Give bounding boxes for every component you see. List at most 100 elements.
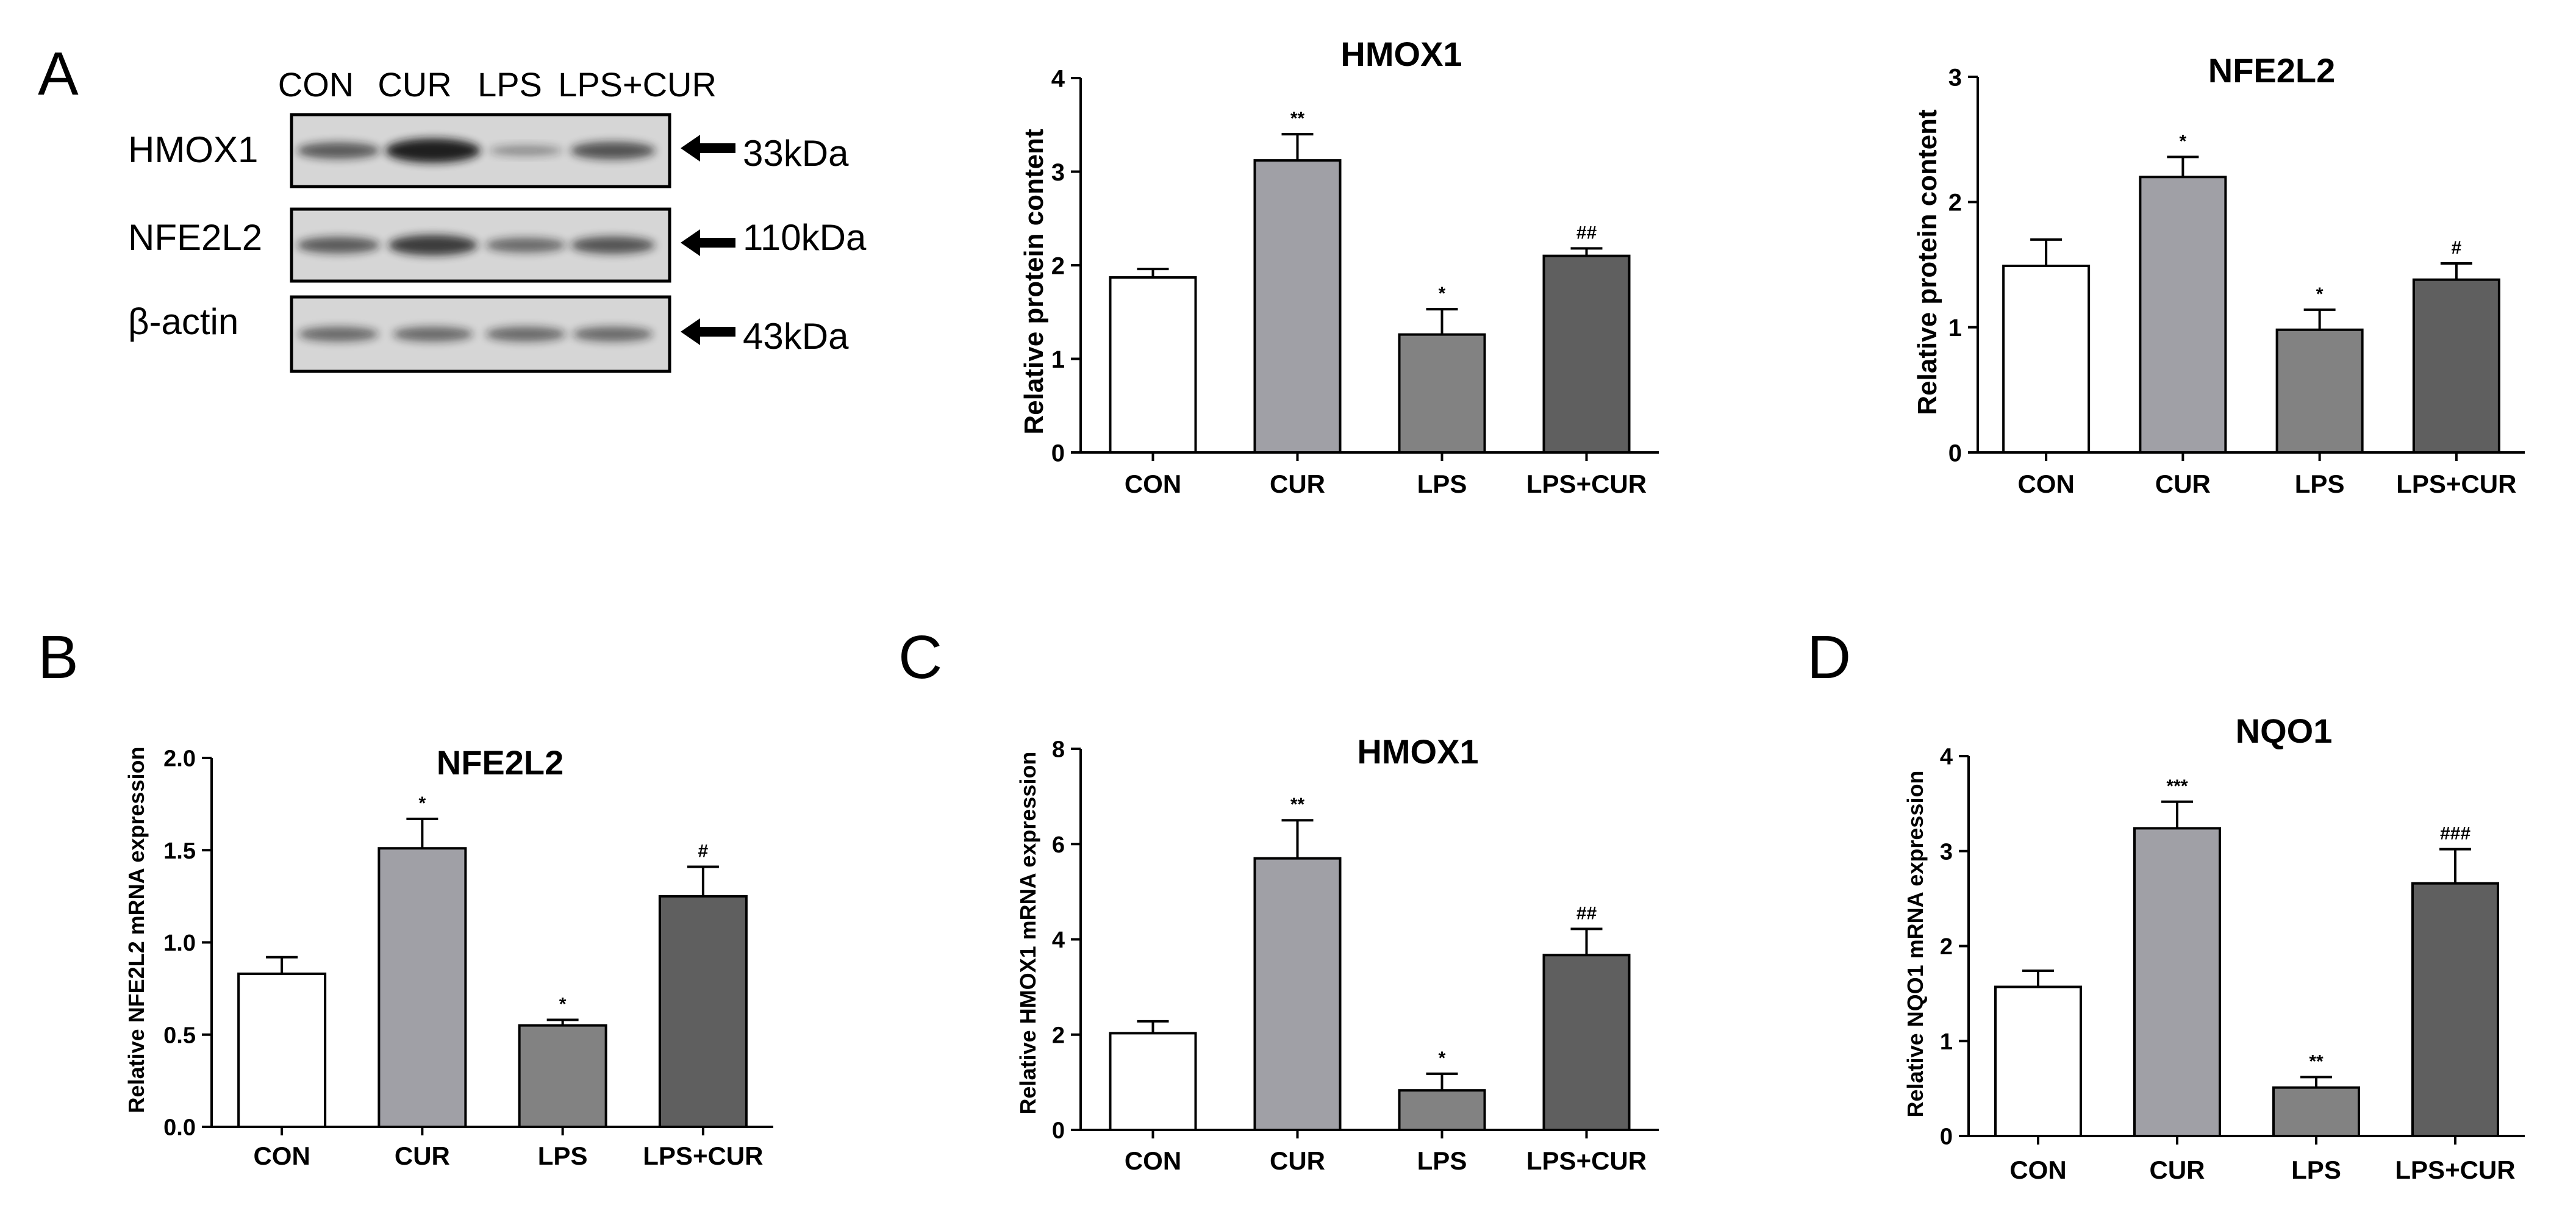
panel-label-b: B [38, 623, 79, 691]
y-tick-label: 4 [1052, 927, 1065, 953]
significance-label: * [1439, 1048, 1446, 1068]
category-label: LPS [2295, 470, 2345, 498]
significance-label: ## [1576, 223, 1597, 243]
y-axis-label: Relative NFE2L2 mRNA expression [124, 747, 149, 1113]
blot-band [570, 141, 656, 160]
lane-label-cur: CUR [377, 65, 451, 104]
blot-band [570, 236, 656, 254]
y-tick-label: 4 [1940, 745, 1953, 770]
category-label: LPS+CUR [2396, 470, 2516, 498]
y-tick-label: 0.5 [163, 1023, 196, 1048]
blot-size-43kda: 43kDa [743, 316, 849, 357]
bar-cur [377, 847, 467, 1128]
blot-size-110kda: 110kDa [743, 217, 867, 258]
bar-lps-cur [2411, 882, 2499, 1137]
blot-band [393, 326, 473, 342]
panel-label-d: D [1807, 623, 1851, 691]
chart-d-nqo1: NQO1 Relative NQO1 mRNA expression 0 1 2 3 4… [1903, 712, 2525, 1184]
y-tick-label: 2.0 [163, 746, 196, 772]
blot-band [485, 237, 566, 253]
chart-title: HMOX1 [1357, 732, 1478, 771]
significance-label: # [2452, 238, 2462, 258]
chart-c-hmox1: HMOX1 Relative HMOX1 mRNA expression 0 2 4… [1015, 732, 1659, 1175]
significance-label: * [1439, 284, 1446, 304]
chart-title: HMOX1 [1340, 35, 1462, 73]
blot-protein-beta-actin: β-actin [128, 301, 238, 342]
category-label: CUR [1270, 470, 1325, 498]
y-tick-label: 2 [1948, 190, 1962, 216]
category-label: LPS+CUR [2395, 1156, 2515, 1184]
y-tick-label: 1 [1051, 346, 1065, 373]
y-tick-label: 8 [1052, 737, 1065, 763]
category-label: CUR [2150, 1156, 2205, 1184]
panel-label-c: C [898, 623, 942, 691]
y-tick-label: 0 [1948, 440, 1962, 466]
y-tick-label: 2 [1051, 252, 1065, 279]
bar-lps [1398, 1089, 1486, 1131]
y-tick-label: 3 [1051, 159, 1065, 186]
category-label: LPS [538, 1141, 588, 1170]
bar-con [1994, 985, 2082, 1138]
y-axis-label: Relative protein content [1019, 129, 1049, 435]
y-tick-label: 0 [1051, 440, 1065, 466]
arrow-icon [681, 229, 735, 256]
y-tick-label: 1.5 [163, 838, 196, 864]
category-label: CUR [1270, 1146, 1325, 1175]
significance-label: * [2316, 284, 2324, 304]
blot-band [485, 326, 566, 342]
y-tick-label: 1 [1940, 1029, 1953, 1055]
blot-band [385, 138, 481, 163]
y-tick-label: 2 [1052, 1023, 1065, 1048]
chart-b-nfe2l2: NFE2L2 Relative NFE2L2 mRNA expression 0… [124, 743, 773, 1170]
chart-a-nfe2l2: NFE2L2 Relative protein content 0 1 2 3 CON *… [1912, 51, 2525, 498]
chart-title: NQO1 [2236, 712, 2333, 750]
bar-lps-cur [2412, 278, 2500, 454]
significance-label: *** [2166, 776, 2188, 796]
category-label: LPS [1417, 470, 1467, 498]
arrow-icon [681, 135, 735, 162]
chart-title: NFE2L2 [437, 743, 564, 782]
category-label: CUR [2155, 470, 2211, 498]
chart-title: NFE2L2 [2208, 51, 2336, 90]
category-label: CON [2017, 470, 2074, 498]
y-tick-label: 2 [1940, 934, 1953, 960]
significance-label: ### [2440, 824, 2470, 844]
y-tick-label: 6 [1052, 832, 1065, 858]
significance-label: ** [2309, 1051, 2324, 1071]
bar-cur [1253, 159, 1342, 454]
category-label: LPS+CUR [1526, 1146, 1647, 1175]
lane-label-lps: LPS [478, 65, 542, 104]
panel-label-a: A [38, 40, 79, 108]
y-tick-label: 3 [1940, 839, 1953, 865]
bar-lps-cur [1542, 954, 1631, 1131]
significance-label: ** [1290, 109, 1305, 129]
category-label: CUR [395, 1141, 450, 1170]
significance-label: ** [1290, 795, 1305, 815]
western-blot: CON CUR LPS LPS+CUR HMOX1 NFE2L2 β-actin… [128, 65, 867, 373]
blot-band [296, 237, 381, 254]
blot-band [573, 326, 653, 342]
category-label: CON [1125, 1146, 1181, 1175]
blot-band [298, 326, 379, 342]
bar-cur [2133, 827, 2221, 1137]
category-label: CON [253, 1141, 310, 1170]
bar-lps [2272, 1086, 2360, 1138]
bar-con [1109, 1032, 1197, 1131]
y-axis-label: Relative NQO1 mRNA expression [1903, 771, 1928, 1118]
bar-lps-cur [1542, 254, 1631, 454]
blot-band [489, 145, 562, 156]
significance-label: ## [1576, 903, 1597, 923]
y-axis-label: Relative HMOX1 mRNA expression [1015, 752, 1040, 1115]
bar-lps [518, 1024, 607, 1128]
blot-band [296, 142, 381, 159]
y-tick-label: 1 [1948, 315, 1962, 341]
y-tick-label: 4 [1051, 65, 1065, 92]
significance-label: * [419, 793, 426, 813]
y-axis-label: Relative protein content [1912, 109, 1942, 415]
bar-lps-cur [658, 895, 748, 1128]
category-label: CON [1125, 470, 1181, 498]
bar-con [237, 972, 327, 1129]
bar-con [2002, 265, 2091, 454]
category-label: LPS [2291, 1156, 2341, 1184]
